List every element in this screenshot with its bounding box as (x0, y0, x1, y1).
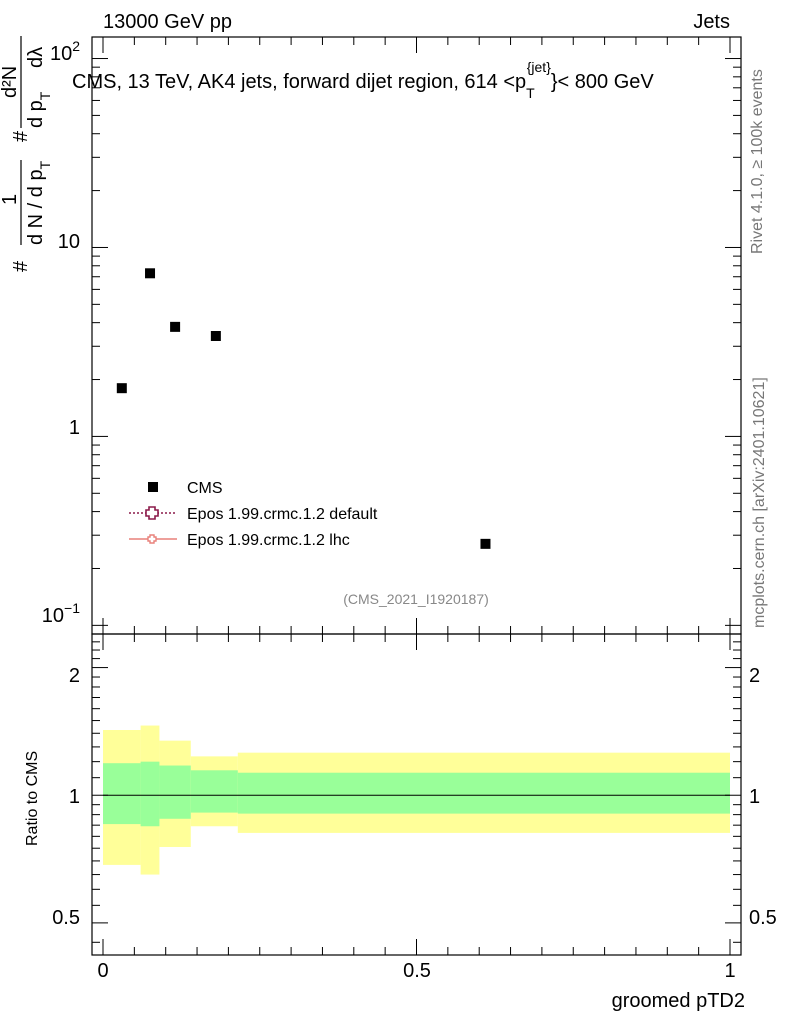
x-tick-label-2: 1 (724, 960, 735, 982)
cms-data-point (480, 538, 491, 549)
cms-data-point (210, 330, 221, 341)
ratio-tick-label-left-0: 0.5 (52, 907, 80, 929)
y-tick-label-1: 1 (69, 417, 80, 439)
y-label-dlambda: dλ (25, 47, 47, 68)
ratio-band-inner-4 (237, 772, 730, 814)
y-label-hash1: # (10, 260, 32, 272)
mcplots-label: mcplots.cern.ch [arXiv:2401.10621] (751, 377, 768, 628)
y-axis-label-ratio: Ratio to CMS (24, 751, 41, 846)
x-axis-ticks (102, 37, 731, 955)
legend: CMS Epos 1.99.crmc.1.2 default Epos 1.99… (129, 480, 378, 549)
legend-label-epos-lhc: Epos 1.99.crmc.1.2 lhc (187, 532, 350, 549)
ratio-tick-label-left-1: 1 (69, 786, 80, 808)
y-label-one: 1 (0, 194, 21, 205)
analysis-id: (CMS_2021_I1920187) (343, 591, 489, 607)
ratio-band-inner-3 (190, 770, 238, 813)
y-tick-label-2: 10 (58, 231, 80, 253)
y-tick-label-0: 10−1 (42, 600, 80, 627)
main-axis-ticks (92, 58, 741, 635)
y-label-denominator: d N / d pT (25, 160, 53, 245)
ratio-tick-label-right-1: 1 (749, 786, 760, 808)
x-tick-label-0: 0 (97, 960, 108, 982)
y-label-hash2: # (10, 130, 32, 142)
cms-data-point (170, 321, 181, 332)
cms-data-point (116, 383, 127, 394)
cms-data-point (145, 268, 156, 279)
cms-data-points (116, 268, 491, 549)
header-right: Jets (693, 11, 730, 33)
legend-marker-cms (148, 482, 158, 492)
y-axis-label-main: # 1 d N / d pT # d²N d pT dλ (0, 36, 53, 272)
legend-marker-epos-lhc (147, 534, 157, 544)
y-label-d2n: d²N (0, 66, 21, 98)
ratio-band-inner-0 (103, 763, 141, 825)
ratio-tick-label-right-0: 0.5 (749, 907, 777, 929)
x-axis-label: groomed pTD2 (612, 990, 745, 1012)
plot-title: CMS, 13 TeV, AK4 jets, forward dijet reg… (72, 59, 654, 101)
rivet-label: Rivet 4.1.0, ≥ 100k events (749, 69, 766, 254)
ratio-band-inner-2 (159, 765, 191, 819)
legend-marker-epos-default (145, 506, 159, 520)
ratio-bands (103, 725, 730, 875)
y-tick-label-3: 102 (50, 38, 80, 65)
x-tick-label-1: 0.5 (403, 960, 431, 982)
y-label-dpt: d pT (25, 91, 53, 128)
ratio-band-inner-1 (140, 761, 160, 827)
ratio-tick-label-right-2: 2 (749, 665, 760, 687)
legend-label-cms: CMS (187, 480, 223, 497)
header-left: 13000 GeV pp (103, 11, 232, 33)
ratio-tick-label-left-2: 2 (69, 665, 80, 687)
ratio-axis-ticks (92, 641, 741, 943)
legend-label-epos-default: Epos 1.99.crmc.1.2 default (187, 506, 378, 523)
